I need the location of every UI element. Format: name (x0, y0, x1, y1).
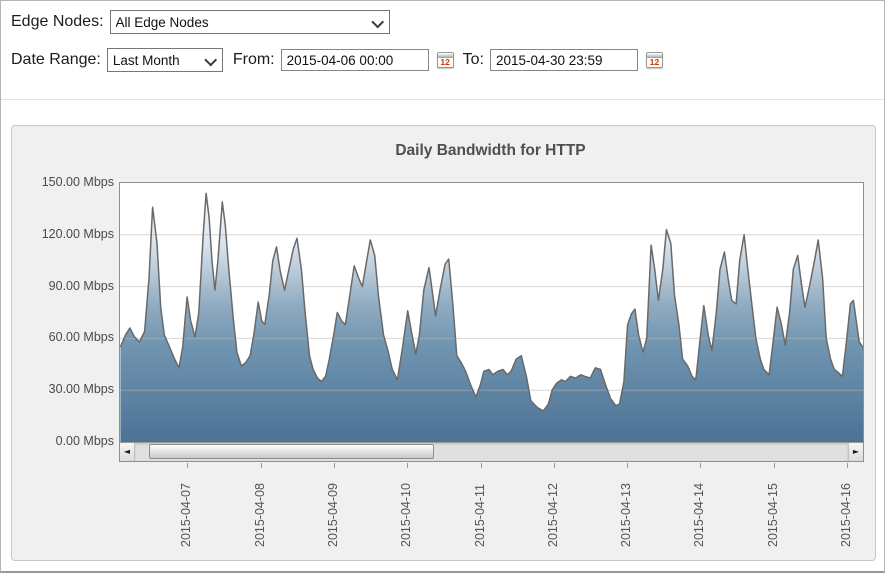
calendar-icon-day: 12 (440, 56, 450, 67)
calendar-icon (437, 53, 453, 58)
x-axis-tick (480, 463, 482, 468)
x-axis-label: 2015-04-10 (399, 483, 414, 547)
date-range-label: Date Range: (11, 51, 101, 68)
chart-title: Daily Bandwidth for HTTP (395, 142, 586, 159)
x-axis-label: 2015-04-14 (692, 483, 707, 547)
scroll-left-button[interactable]: ◄ (120, 443, 135, 461)
x-axis-tick (627, 463, 629, 468)
y-axis-label: 90.00 Mbps (48, 278, 114, 293)
scroll-left-icon: ◄ (123, 447, 131, 456)
x-axis-label: 2015-04-12 (545, 483, 560, 547)
scrollbar-thumb[interactable] (149, 444, 435, 459)
x-axis-label: 2015-04-11 (472, 483, 487, 547)
scrollbar-track[interactable] (135, 443, 848, 461)
x-axis-label: 2015-04-07 (179, 483, 194, 547)
x-axis-label: 2015-04-16 (839, 483, 853, 547)
plot-area: ◄ ► (119, 182, 864, 462)
edge-nodes-label: Edge Nodes: (11, 13, 104, 30)
date-range-select[interactable]: Last Month (106, 48, 223, 72)
gridlines (120, 234, 863, 391)
edge-nodes-select-wrap: All Edge Nodes (109, 10, 390, 34)
bandwidth-area-chart (120, 192, 863, 442)
x-axis-tick (260, 463, 262, 468)
x-axis-label: 2015-04-13 (619, 483, 634, 547)
edge-nodes-row: Edge Nodes: All Edge Nodes (11, 10, 874, 34)
area-series-fill (120, 193, 863, 442)
from-date-input[interactable] (280, 49, 429, 71)
area-series-line (120, 192, 863, 412)
y-axis-label: 0.00 Mbps (55, 434, 114, 448)
x-axis-label: 2015-04-15 (765, 483, 780, 547)
chart-panel: Daily Bandwidth for HTTP 150.00 Mbps 120.… (11, 125, 876, 561)
x-axis-tick (847, 463, 848, 468)
to-date-input[interactable] (489, 49, 638, 71)
y-axis-label: 60.00 Mbps (48, 330, 114, 345)
to-calendar-button[interactable]: 12 (645, 52, 663, 68)
y-axis-label: 150.00 Mbps (41, 175, 114, 189)
x-axis-tick (553, 463, 555, 468)
date-range-select-wrap: Last Month (106, 48, 223, 72)
x-axis-label: 2015-04-08 (252, 483, 267, 547)
from-calendar-button[interactable]: 12 (436, 52, 454, 68)
y-axis-label: 30.00 Mbps (48, 382, 114, 397)
x-axis-tick (333, 463, 335, 468)
x-axis-tick (187, 463, 189, 468)
date-range-row: Date Range: Last Month From: 12 To: 12 (11, 48, 874, 72)
y-axis-label: 120.00 Mbps (41, 226, 114, 241)
x-axis-tick (407, 463, 409, 468)
filters-bar: Edge Nodes: All Edge Nodes Date Range: L… (1, 1, 884, 100)
x-axis-label: 2015-04-09 (325, 483, 340, 547)
edge-nodes-select[interactable]: All Edge Nodes (109, 10, 390, 34)
x-axis-tick (773, 463, 775, 468)
calendar-icon-day: 12 (649, 56, 660, 67)
from-label: From: (232, 51, 275, 68)
horizontal-scrollbar[interactable]: ◄ ► (120, 442, 863, 461)
x-axis-tick (700, 463, 702, 468)
calendar-icon (646, 53, 662, 58)
to-label: To: (462, 51, 484, 68)
scroll-right-icon: ► (852, 447, 860, 456)
scroll-right-button[interactable]: ► (848, 443, 863, 461)
